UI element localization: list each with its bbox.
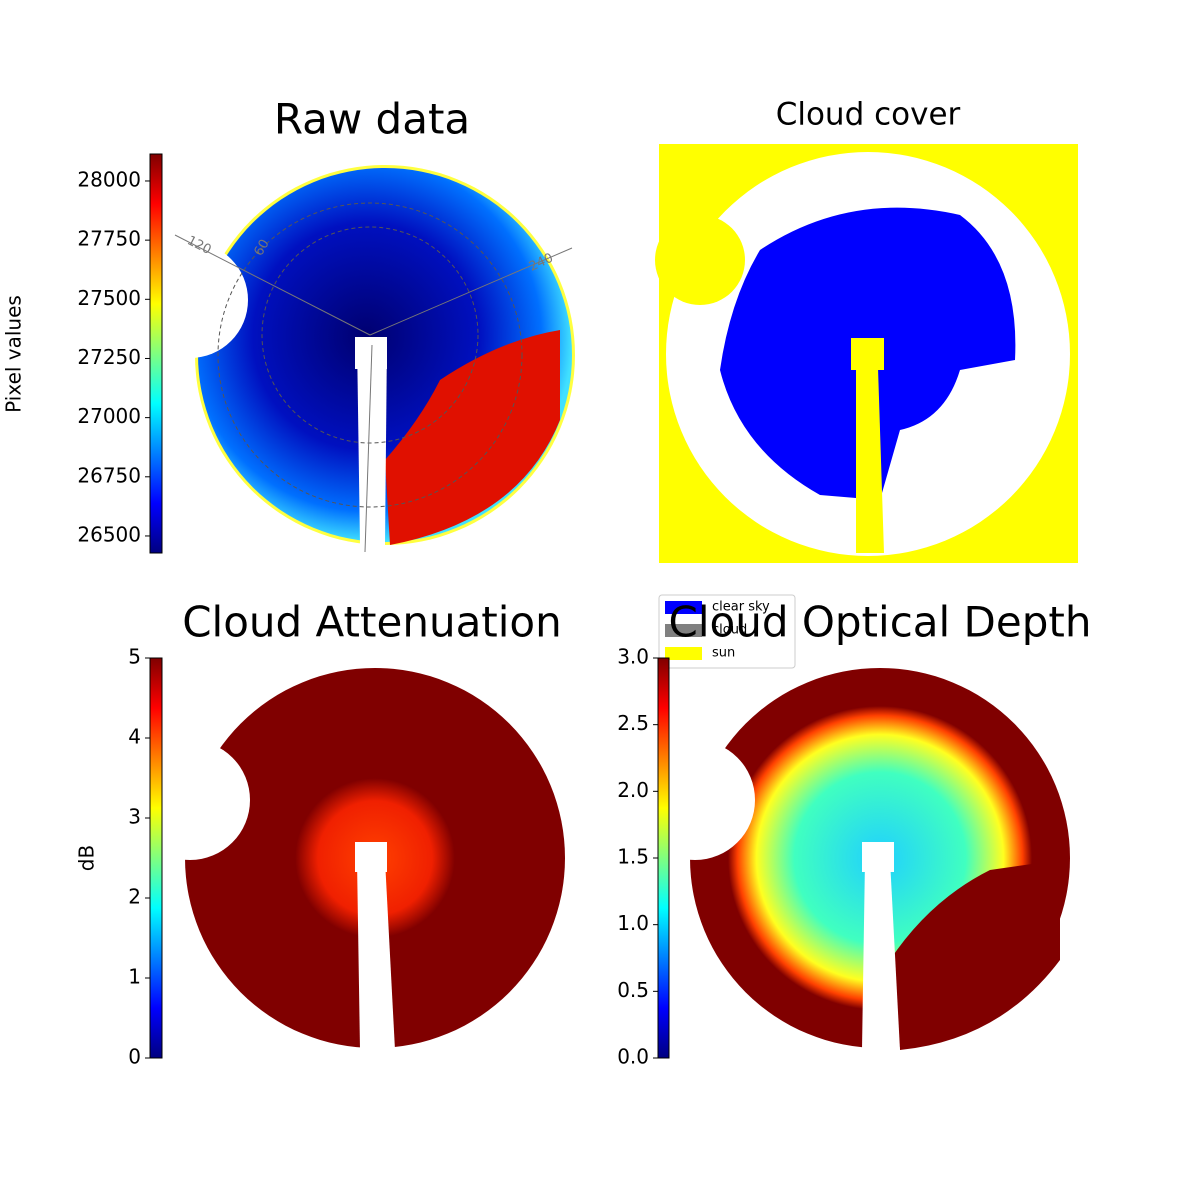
panel-title: Raw data xyxy=(274,95,470,144)
colorbar-tick-label: 3 xyxy=(128,805,141,829)
colorbar-tick-label: 2.5 xyxy=(617,711,649,735)
cloud-cover-image xyxy=(655,144,1078,563)
legend-label: clear sky xyxy=(712,600,770,615)
colorbar-tick-label: 27000 xyxy=(77,404,141,428)
colorbar-tick-label: 0 xyxy=(128,1045,141,1069)
colorbar xyxy=(657,657,670,1059)
panel-title: Cloud cover xyxy=(776,97,961,133)
colorbar-tick-label: 5 xyxy=(128,645,141,669)
legend-swatch xyxy=(665,601,702,614)
attenuation-image xyxy=(130,668,565,1050)
legend-swatch xyxy=(665,624,702,637)
colorbar-tick-label: 27500 xyxy=(77,286,141,310)
colorbar-tick-label: 2 xyxy=(128,885,141,909)
legend-label: sun xyxy=(712,646,735,661)
colorbar-tick-label: 1.0 xyxy=(617,911,649,935)
colorbar-tick-label: 27750 xyxy=(77,227,141,251)
panel-title: Cloud Optical Depth xyxy=(669,598,1092,647)
colorbar-label: dB xyxy=(75,845,99,871)
colorbar-tick-label: 0.0 xyxy=(617,1045,649,1069)
colorbar-tick-label: 1.5 xyxy=(617,845,649,869)
colorbar-tick-label: 27250 xyxy=(77,345,141,369)
optical-depth-image xyxy=(635,668,1070,1050)
colorbar-tick-label: 26500 xyxy=(77,522,141,546)
polar-label: 60 xyxy=(252,237,273,259)
raw-image xyxy=(132,165,575,553)
colorbar-tick-label: 1 xyxy=(128,965,141,989)
colorbar xyxy=(149,153,163,554)
colorbar-tick-label: 3.0 xyxy=(617,645,649,669)
colorbar-tick-label: 0.5 xyxy=(617,978,649,1002)
colorbar-tick-label: 4 xyxy=(128,725,141,749)
colorbar-tick-label: 28000 xyxy=(77,167,141,191)
legend-swatch xyxy=(665,647,702,660)
legend-label: cloud xyxy=(712,623,747,638)
colorbar-label: Pixel values xyxy=(2,295,26,413)
colorbar xyxy=(149,657,163,1059)
panel-title: Cloud Attenuation xyxy=(182,598,562,647)
polar-labels: 120 60 240 xyxy=(185,233,556,274)
colorbar-tick-label: 26750 xyxy=(77,463,141,487)
colorbar-tick-label: 2.0 xyxy=(617,778,649,802)
